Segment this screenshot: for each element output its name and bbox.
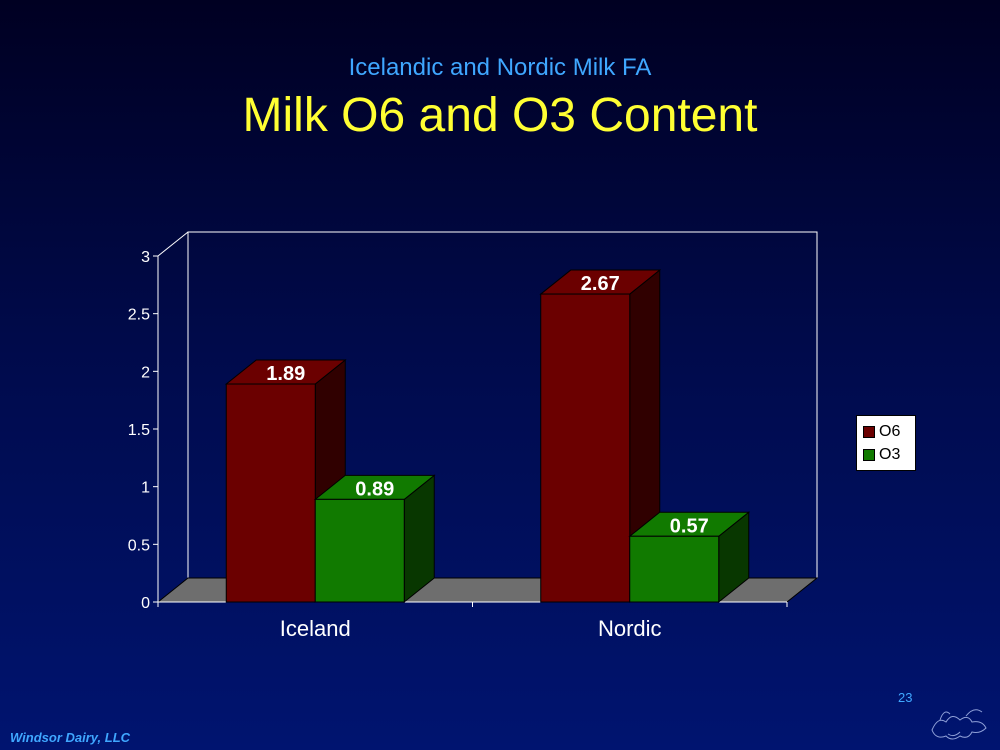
legend-swatch-o3 — [863, 448, 875, 461]
y-tick-label: 1 — [141, 480, 150, 497]
y-tick-label: 1.5 — [128, 422, 150, 439]
y-tick-label: 0 — [141, 595, 150, 612]
legend-label-o6: O6 — [879, 422, 901, 440]
x-category-label: Iceland — [280, 616, 351, 641]
bar-front-face — [629, 535, 720, 603]
chart-side-edge — [157, 231, 189, 257]
page-number: 23 — [898, 690, 913, 705]
footer-company: Windsor Dairy, LLC — [10, 730, 131, 745]
bar-o3-iceland — [313, 474, 436, 604]
chart-legend: O6 O3 — [856, 415, 916, 471]
bar-front-face — [314, 498, 405, 603]
y-tick-label: 2.5 — [128, 307, 150, 324]
data-label: 2.67 — [581, 273, 620, 295]
legend-label-o3: O3 — [879, 445, 901, 463]
legend-item-o3: O3 — [863, 443, 915, 466]
cow-sketch-icon — [931, 709, 987, 740]
data-label: 1.89 — [266, 363, 305, 385]
legend-item-o6: O6 — [863, 420, 915, 443]
legend-swatch-o6 — [863, 425, 875, 438]
slide-subtitle: Icelandic and Nordic Milk FA — [348, 54, 652, 81]
data-label: 0.89 — [355, 478, 394, 500]
bar-front-face — [540, 293, 631, 603]
y-tick-label: 3 — [141, 249, 150, 266]
bar-front-face — [225, 383, 316, 603]
x-category-label: Nordic — [598, 616, 662, 641]
bar-o3-nordic — [628, 511, 751, 604]
data-label: 0.57 — [670, 515, 709, 537]
y-tick-label: 2 — [141, 364, 150, 381]
slide-title: Milk O6 and O3 Content — [242, 89, 758, 142]
y-tick-label: 0.5 — [128, 537, 150, 554]
